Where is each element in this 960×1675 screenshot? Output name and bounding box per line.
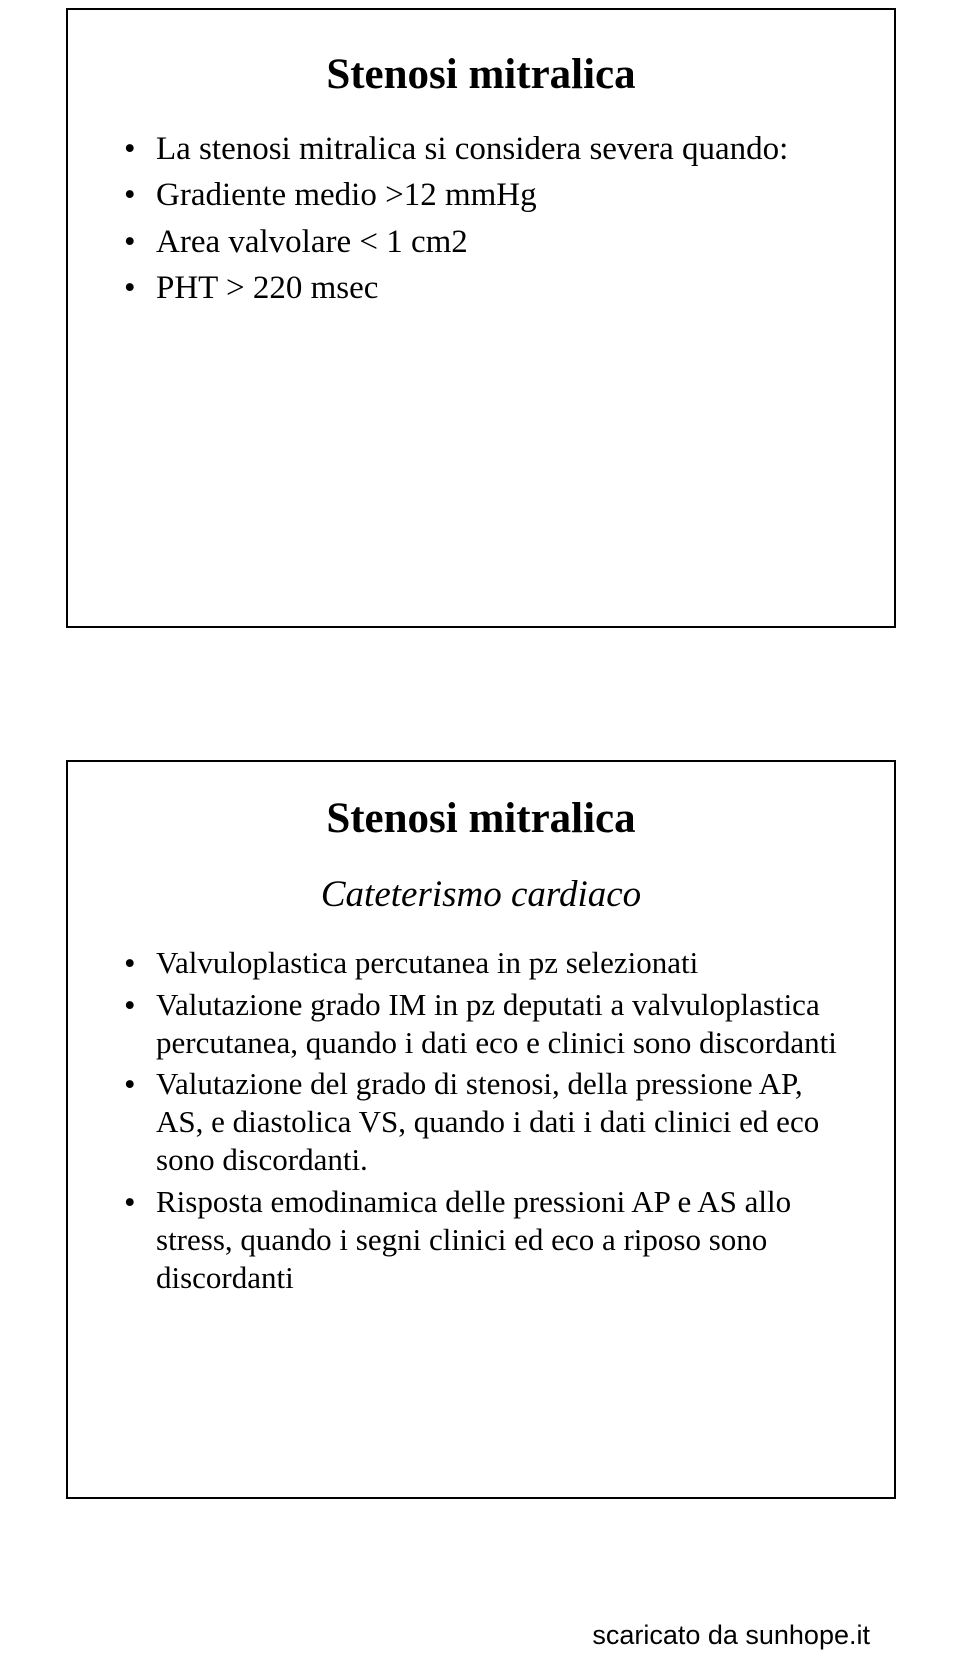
bullet-item: PHT > 220 msec [124, 268, 846, 308]
slide-1: Stenosi mitralica La stenosi mitralica s… [66, 8, 896, 628]
bullet-item: La stenosi mitralica si considera severa… [124, 129, 846, 169]
slide-1-title: Stenosi mitralica [116, 50, 846, 99]
slide-1-bullets: La stenosi mitralica si considera severa… [116, 129, 846, 308]
bullet-item: Gradiente medio >12 mmHg [124, 175, 846, 215]
slide-2-bullets: Valvuloplastica percutanea in pz selezio… [116, 944, 846, 1296]
slide-2-title: Stenosi mitralica [116, 794, 846, 843]
slide-2: Stenosi mitralica Cateterismo cardiaco V… [66, 760, 896, 1499]
bullet-item: Valutazione grado IM in pz deputati a va… [124, 986, 846, 1062]
bullet-item: Valvuloplastica percutanea in pz selezio… [124, 944, 846, 982]
bullet-item: Risposta emodinamica delle pressioni AP … [124, 1183, 846, 1296]
slide-2-subtitle: Cateterismo cardiaco [116, 873, 846, 916]
bullet-item: Area valvolare < 1 cm2 [124, 222, 846, 262]
footer-text: scaricato da sunhope.it [592, 1620, 870, 1651]
bullet-item: Valutazione del grado di stenosi, della … [124, 1065, 846, 1178]
